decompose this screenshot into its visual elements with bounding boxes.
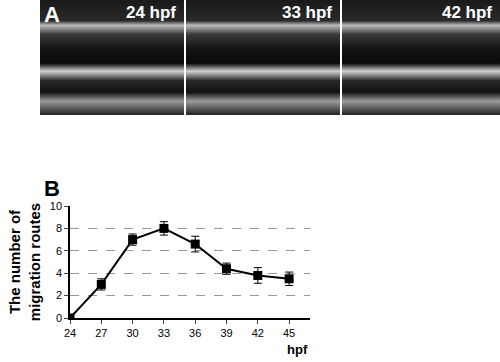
svg-text:27: 27 [95,327,107,339]
svg-text:33: 33 [158,327,170,339]
svg-text:10: 10 [50,200,62,212]
svg-text:hpf: hpf [287,342,308,357]
svg-text:30: 30 [126,327,138,339]
html-text:B: B [44,176,60,201]
svg-text:6: 6 [56,245,62,257]
html-text:42 hpf: 42 hpf [441,3,492,22]
svg-text:36: 36 [189,327,201,339]
html-text:33 hpf: 33 hpf [281,3,332,22]
svg-text:45: 45 [283,327,295,339]
svg-text:42: 42 [252,327,264,339]
svg-text:39: 39 [220,327,232,339]
svg-text:2: 2 [56,289,62,301]
html-text:A: A [44,2,60,27]
svg-text:0: 0 [56,312,62,324]
svg-text:The number ofmigration routes: The number ofmigration routes [6,203,43,321]
html-text:24 hpf: 24 hpf [125,3,176,22]
svg-text:4: 4 [56,267,62,279]
svg-text:24: 24 [64,327,76,339]
svg-text:8: 8 [56,222,62,234]
